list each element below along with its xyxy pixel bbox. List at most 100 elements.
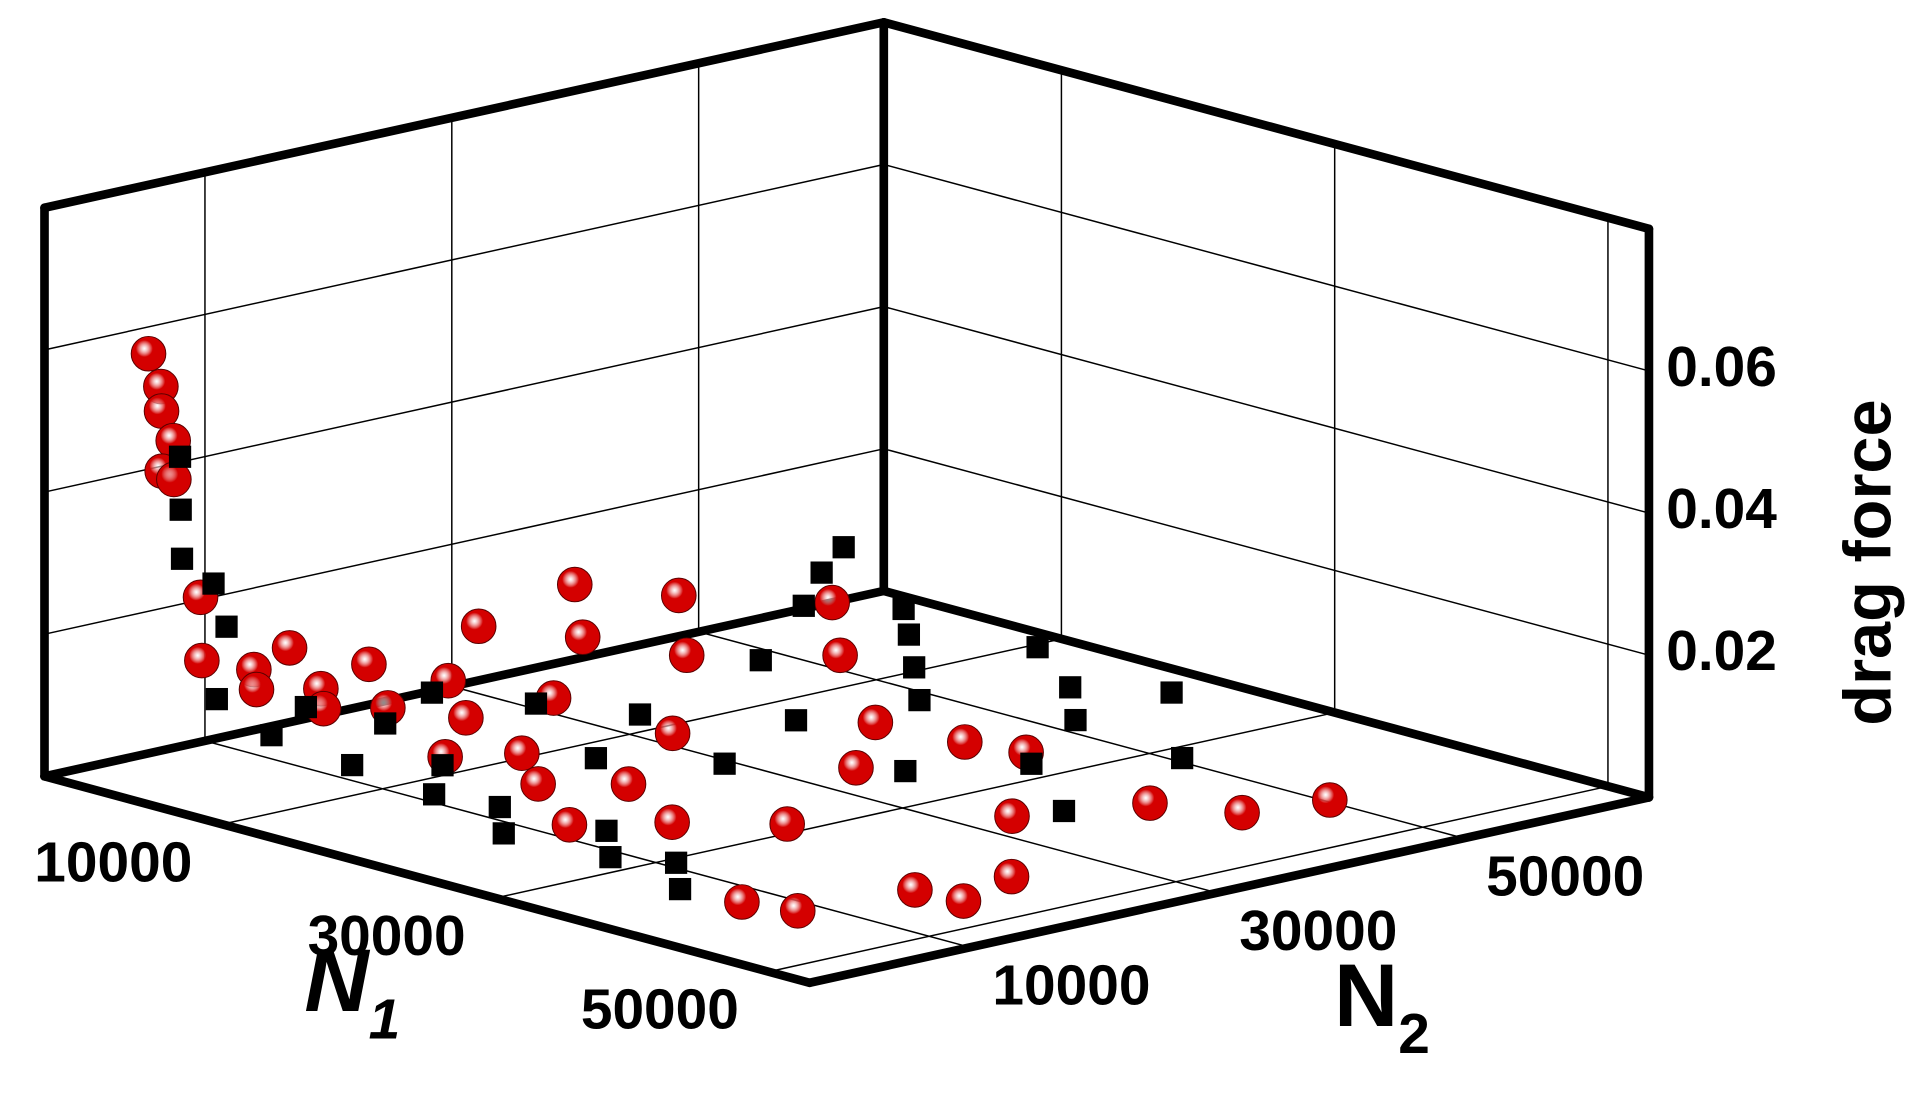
point	[294, 695, 318, 719]
point	[170, 547, 194, 570]
point	[892, 597, 915, 621]
point	[897, 623, 921, 646]
point	[903, 656, 926, 679]
point	[1160, 681, 1183, 704]
point	[1052, 799, 1076, 823]
point	[205, 687, 228, 711]
point	[431, 754, 454, 777]
x-tick-label: 10000	[34, 831, 192, 894]
point	[551, 806, 588, 843]
grid-line	[883, 448, 1650, 656]
point	[556, 566, 593, 603]
point	[810, 561, 833, 584]
axis-edge	[879, 18, 1654, 234]
z-tick-label: 0.06	[1666, 336, 1777, 399]
point	[1312, 782, 1348, 818]
point	[504, 735, 540, 772]
point	[832, 536, 855, 559]
z-tick-label: 0.04	[1666, 478, 1777, 541]
point	[792, 594, 815, 617]
point	[168, 445, 192, 468]
point	[654, 715, 691, 752]
y-tick-label: 50000	[1486, 845, 1644, 908]
point	[1171, 746, 1194, 770]
grid-line	[698, 631, 1464, 839]
point	[779, 893, 816, 929]
grid-line	[451, 685, 1218, 894]
point	[460, 608, 497, 645]
point	[584, 747, 608, 770]
point	[654, 804, 690, 840]
point	[1132, 785, 1168, 821]
grid	[44, 63, 1650, 973]
point	[749, 649, 772, 672]
grid-line	[221, 638, 1062, 825]
axes-box	[40, 18, 1654, 988]
point	[664, 851, 688, 874]
point	[897, 872, 933, 908]
point	[341, 753, 364, 777]
point	[169, 498, 192, 521]
y-tick-label: 10000	[992, 954, 1150, 1017]
point	[492, 822, 515, 845]
point	[660, 577, 697, 614]
point	[838, 749, 874, 786]
axis-edge	[879, 586, 1654, 802]
point	[420, 681, 444, 704]
point	[423, 783, 446, 806]
point	[713, 752, 736, 775]
point	[822, 637, 858, 674]
point	[260, 724, 283, 747]
x-axis-title-main: N	[304, 930, 370, 1030]
point	[595, 819, 618, 842]
point	[271, 630, 308, 666]
point	[894, 759, 917, 783]
point	[908, 688, 931, 712]
grid-line	[44, 163, 884, 351]
x-tick-label: 30000	[308, 905, 466, 968]
x-tick-label: 50000	[581, 979, 739, 1042]
x-axis-title-sub: 1	[369, 988, 401, 1051]
point	[769, 806, 805, 842]
x-axis-title: N1	[304, 930, 400, 1051]
point	[857, 704, 894, 741]
point	[814, 584, 850, 621]
axis-edge	[40, 18, 889, 213]
point	[1224, 794, 1260, 831]
grid-line	[883, 305, 1650, 514]
point	[488, 795, 511, 819]
point	[374, 712, 397, 735]
point	[130, 335, 167, 372]
grid-line	[495, 711, 1335, 899]
axis-edge	[805, 793, 1654, 988]
point	[564, 619, 601, 655]
point	[520, 766, 556, 802]
point	[1059, 676, 1082, 699]
point	[215, 615, 238, 638]
grid-line	[883, 163, 1650, 372]
point	[994, 798, 1030, 834]
point	[599, 846, 622, 869]
point	[724, 884, 760, 920]
point	[947, 724, 983, 760]
point	[945, 883, 982, 919]
point	[351, 646, 387, 683]
point	[184, 642, 220, 679]
z-axis-title: drag force	[1831, 399, 1905, 725]
y-axis-title-sub: 2	[1398, 1003, 1430, 1066]
y-axis-title-main: N	[1334, 945, 1398, 1045]
grid-line	[768, 785, 1609, 973]
axis-edge	[40, 772, 814, 988]
y-axis-title: N2	[1334, 945, 1430, 1066]
point	[668, 637, 705, 674]
point	[448, 700, 484, 736]
z-tick-label: 0.02	[1666, 620, 1777, 683]
point	[993, 858, 1030, 895]
point	[668, 877, 692, 901]
point	[628, 703, 652, 726]
point	[1026, 636, 1049, 659]
y-tick-label: 30000	[1239, 900, 1397, 963]
point	[1064, 708, 1087, 732]
